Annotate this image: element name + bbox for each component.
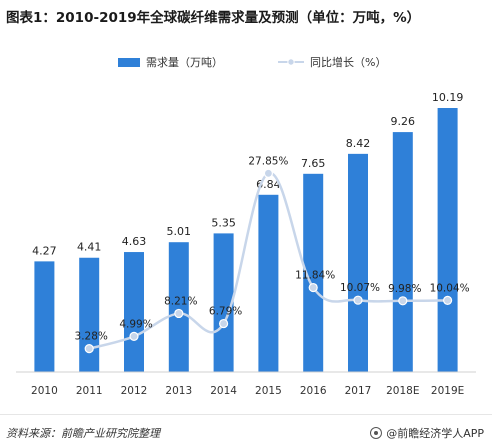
brand-logo-icon — [370, 427, 383, 439]
bar-label-2013: 5.01 — [167, 225, 192, 238]
growth-label-2018E: 9.98% — [388, 283, 421, 295]
brand-label: @前瞻经济学人APP — [386, 427, 484, 440]
bar-2013 — [168, 242, 189, 372]
growth-point-2012 — [129, 331, 139, 342]
bar-label-2010: 4.27 — [32, 244, 57, 257]
chart-title: 图表1：2010-2019年全球碳纤维需求量及预测（单位：万吨，%） — [6, 10, 421, 26]
growth-label-2016: 11.84% — [295, 270, 335, 282]
x-axis: 2010 2011 2012 2013 2014 2015 2016 2017 2018E 201… — [16, 371, 476, 397]
bar-2012 — [124, 252, 144, 372]
growth-label-2013: 8.21% — [164, 295, 197, 307]
growth-point-2015 — [263, 168, 273, 178]
bar-2015 — [258, 194, 279, 372]
bar-label-2018E: 9.26 — [391, 115, 416, 128]
growth-point-2016 — [308, 282, 318, 293]
x-tick-label-2011: 2011 — [76, 385, 103, 397]
x-tick-label-2012: 2012 — [121, 385, 148, 397]
bar-label-2016: 7.65 — [301, 157, 326, 170]
bar-label-2012: 4.63 — [122, 235, 147, 248]
bar-2011 — [79, 257, 100, 372]
bar-2017 — [348, 153, 368, 372]
legend-item-demand: 需求量（万吨） — [118, 54, 223, 70]
bar-label-2019E: 10.19 — [432, 91, 464, 104]
x-tick-label-2014: 2014 — [210, 385, 237, 397]
growth-point-2013 — [174, 308, 184, 319]
growth-label-2014: 6.79% — [209, 306, 242, 318]
growth-point-2019E — [443, 295, 453, 305]
legend-bar-swatch — [118, 57, 140, 67]
legend-item-growth: 同比增长（%） — [278, 54, 386, 70]
x-tick-label-2016: 2016 — [300, 385, 327, 397]
bar-label-2017: 8.42 — [346, 137, 371, 150]
growth-point-2018E — [398, 296, 408, 306]
bar-label-2011: 4.41 — [77, 241, 102, 254]
bar-2019E — [437, 108, 458, 372]
bar-2014 — [213, 233, 234, 372]
bar-2016 — [303, 173, 324, 372]
x-tick-label-2017: 2017 — [345, 385, 372, 397]
growth-line-group: 3.28% 4.99% 8.21% 6.79% 27.85% 11.84% 10.07% 9.… — [75, 155, 470, 354]
bar-label-2014: 5.35 — [211, 216, 236, 229]
x-tick-label-2010: 2010 — [31, 385, 58, 397]
source-note: 资料来源：前瞻产业研究院整理 — [6, 427, 160, 440]
bars-group: 4.27 4.41 4.635.015.356.847.658.429.2610.1… — [32, 91, 463, 372]
bar-2018E — [392, 132, 413, 372]
brand: @前瞻经济学人APP — [370, 425, 484, 441]
x-tick-label-2015: 2015 — [255, 385, 282, 397]
growth-label-2012: 4.99% — [119, 318, 152, 330]
growth-point-2011 — [84, 344, 94, 354]
footer: 资料来源：前瞻产业研究院整理 @前瞻经济学人APP — [0, 414, 492, 448]
legend-bar-label: 需求量（万吨） — [146, 56, 223, 69]
x-tick-label-2013: 2013 — [165, 385, 192, 397]
x-tick-label-2019E: 2019E — [431, 385, 464, 397]
growth-point-2017 — [353, 295, 363, 305]
bar-2010 — [34, 261, 55, 372]
growth-label-2015: 27.85% — [248, 155, 288, 167]
growth-label-2019E: 10.04% — [430, 282, 470, 294]
legend-line-label: 同比增长（%） — [310, 56, 387, 69]
growth-label-2011: 3.28% — [75, 331, 108, 343]
legend-line-swatch — [278, 58, 304, 66]
growth-label-2017: 10.07% — [340, 282, 380, 294]
chart-canvas: 4.27 4.41 4.635.015.356.847.658.429.2610.1… — [16, 91, 476, 397]
x-tick-label-2018E: 2018E — [386, 385, 419, 397]
growth-point-2014 — [219, 318, 229, 329]
